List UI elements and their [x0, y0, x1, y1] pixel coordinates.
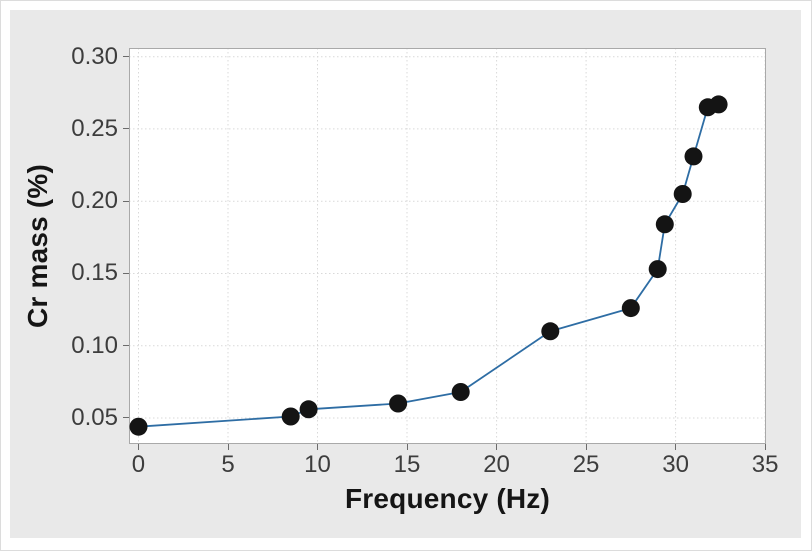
x-tick-label: 0: [131, 451, 146, 478]
y-tick-label: 0.20: [71, 187, 118, 215]
plot-border: [129, 48, 766, 444]
x-tick-mark: [585, 444, 587, 450]
y-tick-label: 0.15: [71, 259, 118, 287]
data-point: [673, 185, 692, 203]
x-tick-label: 10: [304, 451, 331, 478]
data-point: [299, 400, 318, 419]
x-tick-label: 30: [662, 451, 689, 478]
y-tick-label: 0.25: [71, 114, 118, 142]
chart-panel: Frequency (Hz) Cr mass (%) 0 5 10 15 20 25 30 3…: [10, 10, 801, 538]
x-tick-mark: [764, 444, 766, 450]
chart-canvas: [129, 48, 766, 444]
y-tick-mark: [123, 200, 129, 202]
x-tick-label: 20: [483, 451, 510, 478]
x-axis-title: Frequency (Hz): [344, 483, 551, 514]
x-tick-mark: [675, 444, 677, 450]
data-point: [541, 322, 560, 341]
y-tick-label: 0.10: [71, 331, 118, 359]
data-point: [684, 147, 703, 166]
x-tick-mark: [496, 444, 498, 450]
y-tick-label: 0.05: [71, 403, 118, 431]
x-tick-label: 25: [572, 451, 600, 478]
data-point: [655, 215, 674, 234]
data-point: [281, 407, 300, 426]
x-tick-mark: [317, 444, 319, 450]
x-tick-label: 35: [751, 451, 779, 478]
data-point: [389, 394, 408, 413]
y-tick-mark: [123, 272, 129, 274]
plot-background: [129, 48, 766, 444]
y-tick-mark: [123, 56, 129, 58]
plot-area: [129, 48, 766, 444]
x-tick-label: 15: [393, 451, 421, 478]
data-point: [709, 95, 728, 114]
data-point: [648, 260, 667, 279]
data-point: [451, 383, 470, 401]
x-tick-label: 5: [221, 451, 235, 478]
y-tick-mark: [123, 417, 129, 419]
data-point: [129, 417, 148, 436]
x-tick-mark: [227, 444, 229, 450]
y-tick-mark: [123, 128, 129, 130]
y-tick-mark: [123, 345, 129, 347]
x-tick-mark: [137, 444, 139, 450]
data-point: [621, 299, 640, 318]
y-tick-label: 0.30: [71, 42, 118, 70]
x-tick-mark: [406, 444, 408, 450]
